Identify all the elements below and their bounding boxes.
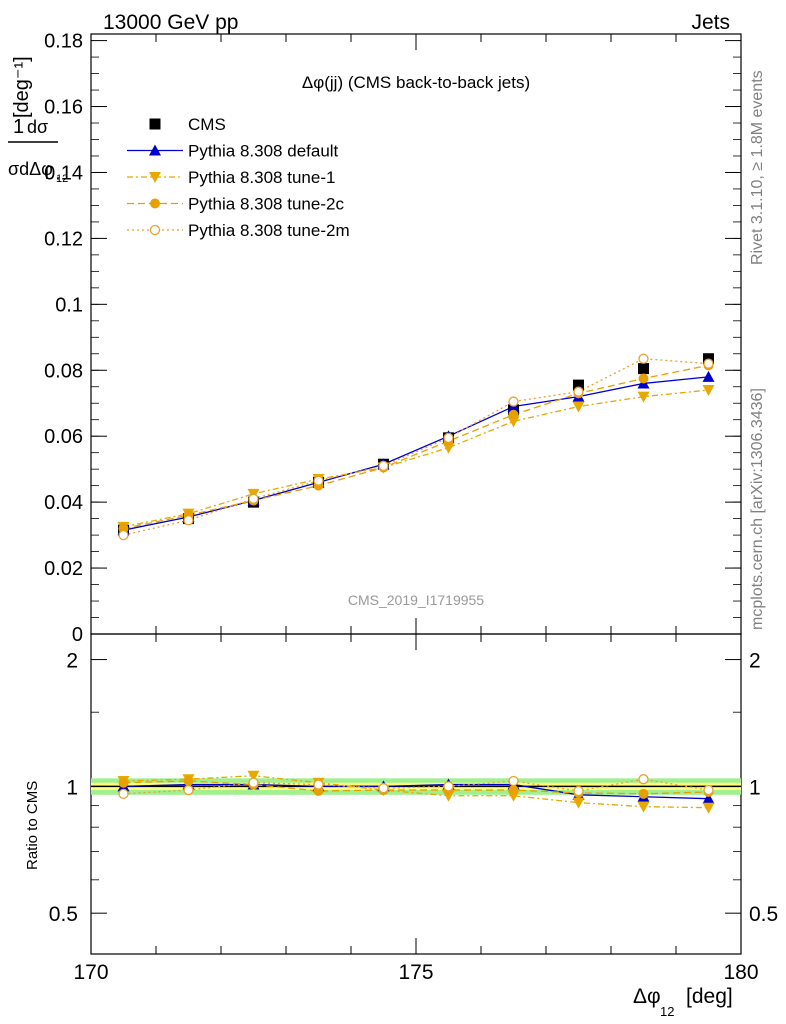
main-y-axis-label: 1 dσ σdΔφ 12 [deg⁻¹]: [8, 56, 68, 185]
main-point-pythia-8-308-tune-1: [637, 391, 650, 403]
analysis-watermark: CMS_2019_I1719955: [348, 592, 484, 608]
main-point-pythia-8-308-tune-1: [702, 385, 715, 397]
header-right: Jets: [691, 11, 730, 34]
ratio-y-tick-label-right: 2: [749, 650, 761, 673]
side-text-rivet: Rivet 3.1.10, ≥ 1.8M events: [749, 70, 766, 265]
main-point-pythia-8-308-tune-2m: [508, 396, 519, 407]
ratio-point-pythia-8-308-tune-2c: [638, 788, 649, 799]
ratio-point-pythia-8-308-tune-2c: [183, 775, 194, 786]
ratio-point-pythia-8-308-tune-2m: [118, 788, 129, 799]
main-point-cms: [573, 379, 584, 391]
x-tick-label: 175: [398, 961, 433, 984]
main-point-pythia-8-308-tune-2m: [703, 358, 714, 369]
x-tick-label: 180: [723, 961, 758, 984]
ratio-point-pythia-8-308-tune-1: [702, 802, 715, 814]
main-y-tick-label: 0.1: [55, 294, 83, 316]
main-point-pythia-8-308-tune-2m: [443, 432, 454, 443]
legend-marker: [150, 198, 160, 209]
main-point-pythia-8-308-tune-1: [442, 442, 455, 454]
ylabel-sub12: 12: [56, 173, 68, 185]
header-left: 13000 GeV pp: [103, 11, 238, 34]
ratio-y-tick-label: 0.5: [49, 903, 78, 926]
main-point-pythia-8-308-tune-2m: [183, 515, 194, 526]
main-point-pythia-8-308-tune-2c: [508, 409, 519, 420]
main-point-pythia-8-308-tune-2c: [638, 373, 649, 384]
ylabel-unit: [deg⁻¹]: [11, 56, 33, 118]
legend: CMS Pythia 8.308 default Pythia 8.308 tune…: [127, 115, 350, 240]
ratio-point-pythia-8-308-tune-2m: [183, 784, 194, 796]
ratio-y-tick-label: 2: [66, 650, 78, 673]
main-point-pythia-8-308-tune-2m: [118, 529, 129, 541]
main-point-cms: [638, 363, 649, 375]
main-line-pythia-8-308-tune-1: [123, 389, 709, 528]
xlabel-delta-phi: Δφ: [633, 985, 661, 1008]
ylabel-one: 1: [13, 116, 24, 138]
main-point-pythia-8-308-tune-1: [507, 416, 520, 428]
main-line-pythia-8-308-tune-2m: [123, 358, 709, 536]
legend-label: Pythia 8.308 tune-2m: [188, 221, 350, 240]
main-point-pythia-8-308-default: [702, 370, 715, 382]
ratio-point-pythia-8-308-tune-1: [247, 770, 260, 782]
legend-marker: [149, 172, 161, 183]
ratio-y-tick-label: 1: [66, 776, 78, 799]
ratio-y-tick-label-right: 0.5: [749, 903, 778, 926]
main-y-tick-label: 0.18: [44, 31, 83, 53]
legend-label: Pythia 8.308 tune-2c: [188, 195, 344, 214]
ratio-point-pythia-8-308-tune-1: [572, 797, 585, 809]
ylabel-denominator: σdΔφ: [8, 159, 53, 179]
main-y-tick-label: 0.02: [44, 558, 83, 580]
ratio-y-tick-label-right: 1: [749, 776, 761, 799]
x-axis-label: Δφ 12 [deg]: [633, 985, 733, 1019]
ratio-point-pythia-8-308-tune-2m: [313, 779, 324, 790]
main-point-pythia-8-308-tune-2m: [248, 493, 259, 504]
main-point-pythia-8-308-tune-2m: [313, 475, 324, 486]
main-y-tick-label: 0: [72, 624, 83, 646]
main-y-tick-label: 0.04: [44, 492, 83, 514]
ratio-point-pythia-8-308-tune-2m: [638, 774, 649, 785]
xlabel-sub12: 12: [660, 1004, 674, 1019]
series-lines: [123, 358, 709, 809]
ratio-point-pythia-8-308-tune-1: [637, 801, 650, 813]
legend-marker: [149, 118, 161, 130]
ratio-point-pythia-8-308-tune-2m: [508, 775, 519, 787]
axis-ticks: 0 0.02 0.04 0.06 0.08 0.1 0.12 0.14 0.16 0.18 170 1…: [44, 31, 778, 984]
legend-marker: [149, 144, 161, 156]
chart-title: Δφ(jj) (CMS back-to-back jets): [302, 73, 530, 92]
xlabel-unit: [deg]: [686, 985, 733, 1008]
ylabel-dsigma: dσ: [27, 117, 48, 137]
ratio-point-pythia-8-308-tune-2c: [508, 785, 519, 796]
ratio-line-pythia-8-308-default: [123, 783, 709, 800]
main-line-pythia-8-308-default: [123, 376, 709, 531]
ratio-point-pythia-8-308-tune-2m: [703, 784, 714, 796]
legend-marker: [149, 224, 161, 236]
main-y-tick-label: 0.16: [44, 97, 83, 119]
ratio-point-pythia-8-308-tune-2c: [118, 777, 129, 788]
ratio-point-pythia-8-308-tune-2m: [378, 783, 389, 794]
data-markers: [117, 353, 715, 814]
main-y-tick-label: 0.08: [44, 360, 83, 382]
main-y-tick-label: 0.14: [44, 162, 83, 184]
main-point-pythia-8-308-tune-2m: [573, 386, 584, 397]
ratio-point-pythia-8-308-tune-2m: [248, 777, 259, 788]
ratio-point-pythia-8-308-tune-2m: [443, 781, 454, 792]
ratio-point-pythia-8-308-tune-2m: [573, 785, 584, 797]
x-tick-label: 170: [73, 961, 108, 984]
main-point-pythia-8-308-tune-1: [572, 401, 585, 413]
legend-label: CMS: [188, 115, 226, 134]
main-point-pythia-8-308-tune-2m: [638, 353, 649, 364]
ratio-point-pythia-8-308-default: [702, 792, 715, 804]
main-y-tick-label: 0.12: [44, 228, 83, 250]
legend-label: Pythia 8.308 tune-1: [188, 168, 335, 187]
side-text-mcplots: mcplots.cern.ch [arXiv:1306.3436]: [749, 388, 766, 630]
ratio-y-axis-label: Ratio to CMS: [24, 781, 41, 870]
main-point-pythia-8-308-tune-2m: [378, 460, 389, 472]
ratio-line-pythia-8-308-tune-2c: [123, 780, 709, 795]
main-y-tick-label: 0.06: [44, 426, 83, 448]
main-line-pythia-8-308-tune-2c: [123, 364, 709, 530]
legend-label: Pythia 8.308 default: [188, 142, 339, 161]
